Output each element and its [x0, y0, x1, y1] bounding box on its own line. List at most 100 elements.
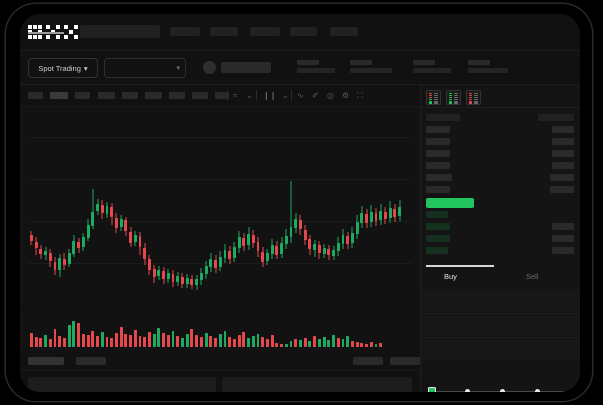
settings-icon[interactable]: ⚙ — [342, 91, 350, 100]
candle-body — [284, 236, 288, 244]
candle-body — [44, 251, 48, 255]
candlestick — [388, 107, 392, 307]
chart-type-icon[interactable]: ❙❙ — [263, 91, 277, 100]
candle-body — [275, 246, 279, 255]
volume-bar — [143, 337, 147, 347]
tab-open-orders[interactable] — [28, 357, 64, 365]
candle-body — [195, 279, 199, 285]
candle-body — [223, 250, 227, 258]
orderbook-bid-price — [426, 223, 450, 230]
slider-dot[interactable] — [534, 388, 540, 392]
active-tab-underline — [28, 32, 64, 34]
fullscreen-icon[interactable]: ⛶ — [357, 91, 363, 100]
candlestick — [171, 107, 175, 307]
orderbook-view-bids-icon[interactable] — [446, 90, 461, 105]
timeframe-1m[interactable] — [28, 92, 43, 99]
amount-percent-slider[interactable] — [428, 386, 575, 392]
volume-bar — [162, 333, 166, 347]
candlestick — [289, 107, 293, 307]
volume-bar — [237, 335, 241, 347]
bottom-card-left — [28, 377, 216, 392]
candlestick — [143, 107, 147, 307]
bottom-action-2[interactable] — [390, 357, 420, 365]
bottom-card-right — [222, 377, 412, 392]
volume-bar — [256, 334, 260, 347]
timeframe-more[interactable] — [215, 92, 229, 99]
bottom-action-1[interactable] — [353, 357, 383, 365]
trading-mode-button[interactable]: Spot Trading ▾ — [28, 58, 98, 78]
timeframe-1M[interactable] — [192, 92, 208, 99]
candle-body — [228, 251, 232, 259]
timeframe-15m[interactable] — [75, 92, 90, 99]
orderbook-bid-price — [426, 211, 448, 218]
candle-body — [58, 258, 62, 270]
camera-icon[interactable]: ◎ — [327, 91, 334, 100]
header-search-placeholder[interactable] — [80, 25, 160, 38]
timeframe-1h[interactable] — [98, 92, 115, 99]
timeframe-1w[interactable] — [169, 92, 185, 99]
candle-body — [209, 259, 213, 267]
volume-bar — [223, 331, 227, 347]
candlestick — [284, 107, 288, 307]
candlestick — [138, 107, 142, 307]
candlestick — [313, 107, 317, 307]
timeframe-1d[interactable] — [145, 92, 162, 99]
candle-body — [332, 250, 335, 256]
volume-bar — [332, 335, 335, 347]
candle-body — [152, 269, 156, 277]
timeframe-4h[interactable] — [122, 92, 138, 99]
pencil-icon[interactable]: ✐ — [312, 91, 319, 100]
price-candlestick-chart[interactable] — [20, 107, 420, 307]
order-total-field[interactable] — [420, 338, 580, 360]
tab-buy[interactable]: Buy — [444, 272, 457, 281]
candlestick — [280, 107, 284, 307]
timeframe-5m[interactable] — [50, 92, 68, 99]
toolbar-separator — [227, 90, 228, 101]
candlestick — [162, 107, 166, 307]
nav-item-5[interactable] — [330, 27, 358, 36]
pair-name-placeholder — [221, 62, 271, 73]
candle-body — [157, 270, 161, 276]
order-amount-field[interactable] — [420, 314, 580, 336]
subheader-divider — [20, 84, 580, 85]
candle-body — [100, 205, 104, 213]
slider-dot[interactable] — [569, 388, 575, 392]
chevron-down-icon[interactable]: ⌄ — [282, 91, 289, 100]
stat-high-label — [413, 60, 435, 65]
candle-body — [77, 242, 81, 248]
chart-toolbar: ≈ ⌄ ❙❙ ⌄ ∿ ✐ ◎ ⚙ ⛶ — [20, 85, 420, 106]
volume-bar — [284, 344, 288, 347]
nav-item-3[interactable] — [250, 27, 280, 36]
candlestick — [261, 107, 265, 307]
orderbook-view-both-icon[interactable] — [426, 90, 441, 105]
slider-dot[interactable] — [464, 388, 470, 392]
candle-body — [105, 206, 109, 214]
volume-bar — [63, 338, 66, 347]
candle-body — [162, 271, 166, 279]
candle-body — [308, 239, 312, 249]
nav-item-4[interactable] — [290, 27, 317, 36]
candle-body — [67, 253, 71, 264]
line-tool-icon[interactable]: ∿ — [297, 91, 304, 100]
chevron-down-icon[interactable]: ⌄ — [246, 91, 253, 100]
candlestick — [185, 107, 189, 307]
nav-item-2[interactable] — [210, 27, 238, 36]
pair-avatar — [203, 61, 216, 74]
candle-body — [190, 279, 194, 285]
tab-sell[interactable]: Sell — [526, 272, 539, 281]
trading-pair-select[interactable]: ▾ — [104, 58, 186, 78]
candlestick — [218, 107, 222, 307]
chevron-down-icon: ▾ — [176, 65, 180, 72]
nav-item-1[interactable] — [170, 27, 200, 36]
candlestick — [30, 107, 33, 307]
volume-bar — [313, 336, 317, 347]
tab-order-history[interactable] — [76, 357, 106, 365]
volume-bar — [30, 333, 33, 347]
order-price-field[interactable] — [420, 290, 580, 312]
slider-dot[interactable] — [499, 388, 505, 392]
orderbook-view-asks-icon[interactable] — [466, 90, 481, 105]
indicator-icon[interactable]: ≈ — [233, 91, 238, 100]
candle-body — [129, 232, 132, 243]
slider-handle[interactable] — [428, 387, 436, 392]
volume-bar — [327, 340, 331, 347]
